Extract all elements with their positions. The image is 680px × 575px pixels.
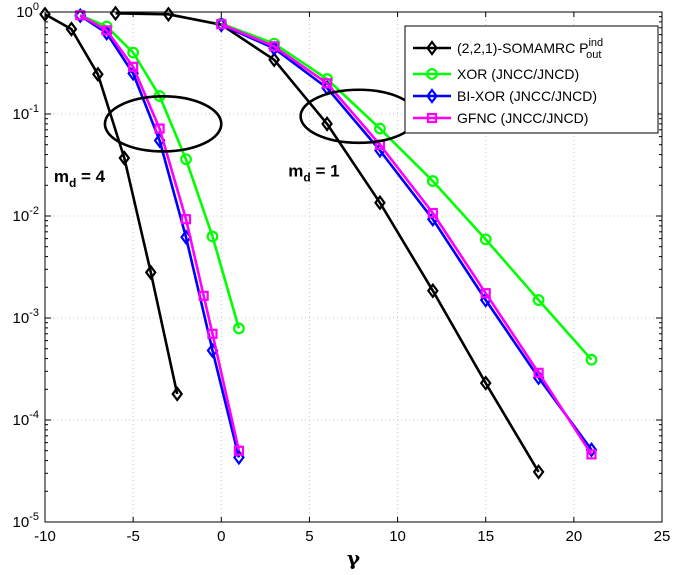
data-point xyxy=(533,367,544,378)
data-point xyxy=(144,264,157,281)
data-point xyxy=(532,464,545,480)
annotation-layer: md = 4 md = 1 xyxy=(54,161,340,190)
x-tick-label: 0 xyxy=(217,528,225,545)
x-tick-label: -5 xyxy=(126,528,139,545)
data-point xyxy=(109,5,122,22)
y-tick-label: 10-1 xyxy=(13,103,39,123)
series-line xyxy=(220,23,593,451)
data-point xyxy=(480,288,491,299)
legend-label: XOR (JNCC/JNCD) xyxy=(457,66,579,82)
data-point xyxy=(180,153,192,166)
data-point xyxy=(532,294,545,306)
annotation-label: md = 1 xyxy=(288,161,339,184)
data-point xyxy=(585,353,598,366)
y-tick-label: 10-3 xyxy=(13,307,39,327)
axis-layer: -10 -5 0 5 10 15 20 25 10-5 10-4 10-3 10-2 10-1 100 xyxy=(13,1,671,545)
data-point xyxy=(127,46,140,59)
y-tick-label: 10-5 xyxy=(13,511,39,531)
legend: (2,2,1)-SOMAMRC Pind out XOR (JNCC/JNCD) BI… xyxy=(404,25,659,134)
data-point xyxy=(427,207,438,219)
data-point xyxy=(207,328,218,339)
data-point xyxy=(216,19,227,30)
data-point xyxy=(321,116,333,132)
data-point xyxy=(479,375,492,391)
data-point xyxy=(92,66,104,83)
legend-marker xyxy=(426,68,438,80)
series-line xyxy=(79,14,241,451)
series-3 xyxy=(75,10,597,460)
y-tick-label: 10-2 xyxy=(13,205,39,225)
annotation-label: md = 4 xyxy=(54,167,106,190)
data-point xyxy=(374,122,386,135)
legend-label: GFNC (JNCC/JNCD) xyxy=(457,110,588,126)
data-point xyxy=(154,123,165,134)
data-point xyxy=(479,233,492,246)
y-tick-label: 100 xyxy=(16,1,39,21)
data-point xyxy=(128,61,139,72)
data-point xyxy=(321,78,333,89)
x-tick-label: 15 xyxy=(477,528,494,545)
series-0 xyxy=(39,5,545,480)
legend-marker xyxy=(426,112,438,124)
ellipse-annotation xyxy=(103,95,223,153)
series-line xyxy=(44,13,179,395)
data-point xyxy=(198,290,209,301)
data-point xyxy=(268,51,281,68)
data-point xyxy=(118,150,131,166)
series-line xyxy=(79,14,241,458)
x-tick-label: 10 xyxy=(389,528,406,545)
x-tick-label: -10 xyxy=(34,528,56,545)
data-point xyxy=(426,282,439,299)
data-point xyxy=(65,21,78,37)
series-line xyxy=(115,12,540,473)
legend-marker xyxy=(426,88,438,104)
data-point xyxy=(171,386,184,402)
data-point xyxy=(426,175,439,187)
data-point xyxy=(180,214,192,225)
legend-label: BI-XOR (JNCC/JNCD) xyxy=(457,88,597,104)
legend-marker xyxy=(426,40,438,56)
data-point xyxy=(586,449,597,460)
data-point xyxy=(101,25,112,36)
data-point xyxy=(233,322,245,335)
x-tick-label: 5 xyxy=(305,528,313,545)
data-point xyxy=(374,194,386,211)
plot-frame xyxy=(44,11,663,523)
data-point xyxy=(233,445,245,456)
x-tick-label: 25 xyxy=(654,528,671,545)
series-layer xyxy=(39,5,598,480)
series-line xyxy=(220,23,593,456)
y-tick-label: 10-4 xyxy=(13,409,39,429)
data-point xyxy=(75,10,86,21)
x-tick-label: 20 xyxy=(566,528,583,545)
x-axis-label: γ xyxy=(347,546,361,570)
data-point xyxy=(206,230,219,243)
series-line xyxy=(220,22,593,361)
legend-label: (2,2,1)-SOMAMRC Pind out xyxy=(457,37,603,61)
data-point xyxy=(269,41,280,52)
legend-box xyxy=(404,25,659,134)
